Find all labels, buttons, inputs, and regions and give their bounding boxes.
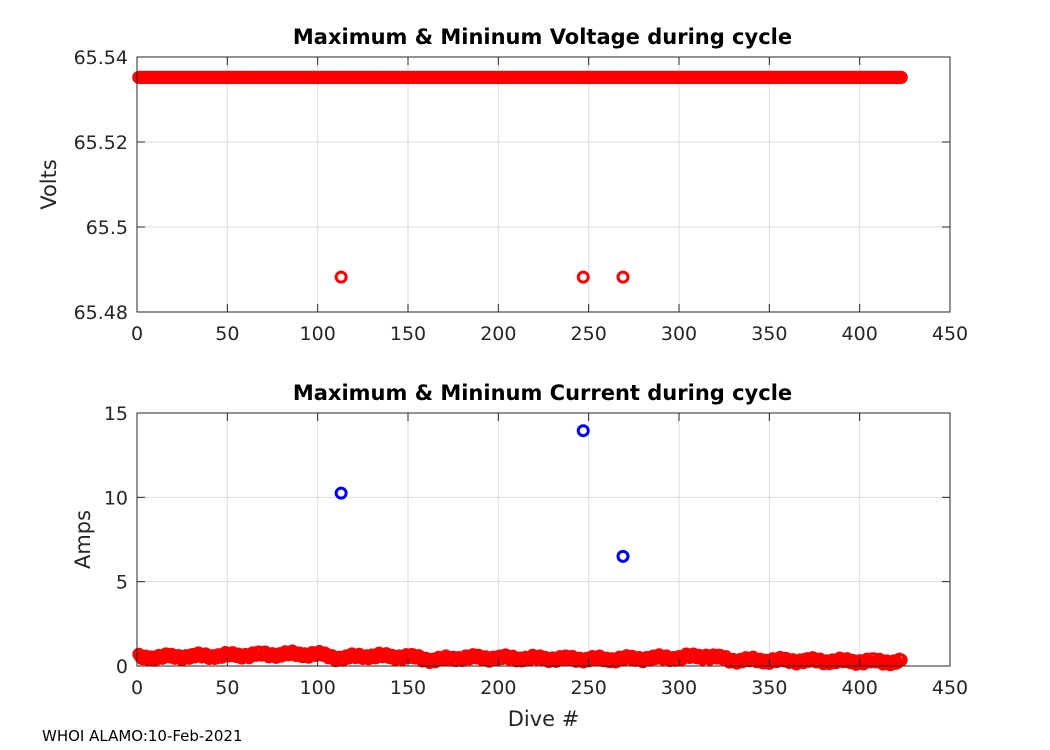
x-tick-label: 250 <box>571 323 607 345</box>
y-tick-label: 10 <box>104 487 128 509</box>
data-point <box>334 270 348 284</box>
x-tick-label: 50 <box>215 323 239 345</box>
x-tick-label: 200 <box>480 677 516 699</box>
data-point <box>334 486 348 500</box>
current-x-axis-label: Dive # <box>508 707 580 731</box>
y-tick-label: 0 <box>116 656 128 678</box>
voltage-axes-frame <box>136 56 951 313</box>
x-tick-label: 250 <box>571 677 607 699</box>
series-minimum-voltage <box>132 70 908 284</box>
footer-credit: WHOI ALAMO:10-Feb-2021 <box>42 727 243 745</box>
current-y-axis-label: Amps <box>71 510 95 569</box>
y-tick-label: 15 <box>104 403 128 425</box>
data-point <box>576 424 590 438</box>
y-tick-label: 65.54 <box>74 47 128 69</box>
x-tick-label: 200 <box>480 323 516 345</box>
x-tick-label: 300 <box>661 323 697 345</box>
voltage-y-axis-label: Volts <box>37 159 61 210</box>
y-tick-label: 65.48 <box>74 302 128 324</box>
axes-background <box>137 413 950 666</box>
x-tick-label: 0 <box>131 677 143 699</box>
data-point <box>894 653 908 667</box>
data-point <box>576 270 590 284</box>
x-tick-label: 400 <box>842 323 878 345</box>
x-tick-label: 450 <box>932 677 968 699</box>
x-tick-label: 100 <box>300 323 336 345</box>
current-panel: 0 50 100 150 200 250 300 350 400 450 0 5 10 15 Maximu… <box>71 381 968 731</box>
voltage-chart-title: Maximum & Mininum Voltage during cycle <box>293 25 792 49</box>
x-tick-label: 50 <box>215 677 239 699</box>
data-point <box>616 549 630 563</box>
y-tick-label: 5 <box>116 572 128 594</box>
y-tick-label: 65.52 <box>74 132 128 154</box>
axes-background <box>137 57 950 312</box>
series-maximum-current <box>334 424 630 563</box>
x-tick-label: 300 <box>661 677 697 699</box>
y-tick-label: 65.5 <box>86 217 128 239</box>
voltage-panel: 0 50 100 150 200 250 300 350 400 450 65.48 65.5 65.5… <box>37 25 968 345</box>
x-tick-label: 100 <box>300 677 336 699</box>
x-tick-label: 150 <box>390 677 426 699</box>
x-tick-label: 0 <box>131 323 143 345</box>
current-chart-title: Maximum & Mininum Current during cycle <box>293 381 792 405</box>
current-axes-frame <box>136 412 951 667</box>
x-tick-label: 450 <box>932 323 968 345</box>
x-tick-label: 400 <box>842 677 878 699</box>
data-point <box>616 270 630 284</box>
x-tick-label: 150 <box>390 323 426 345</box>
data-point <box>894 70 908 84</box>
x-tick-label: 350 <box>751 323 787 345</box>
x-tick-label: 350 <box>751 677 787 699</box>
